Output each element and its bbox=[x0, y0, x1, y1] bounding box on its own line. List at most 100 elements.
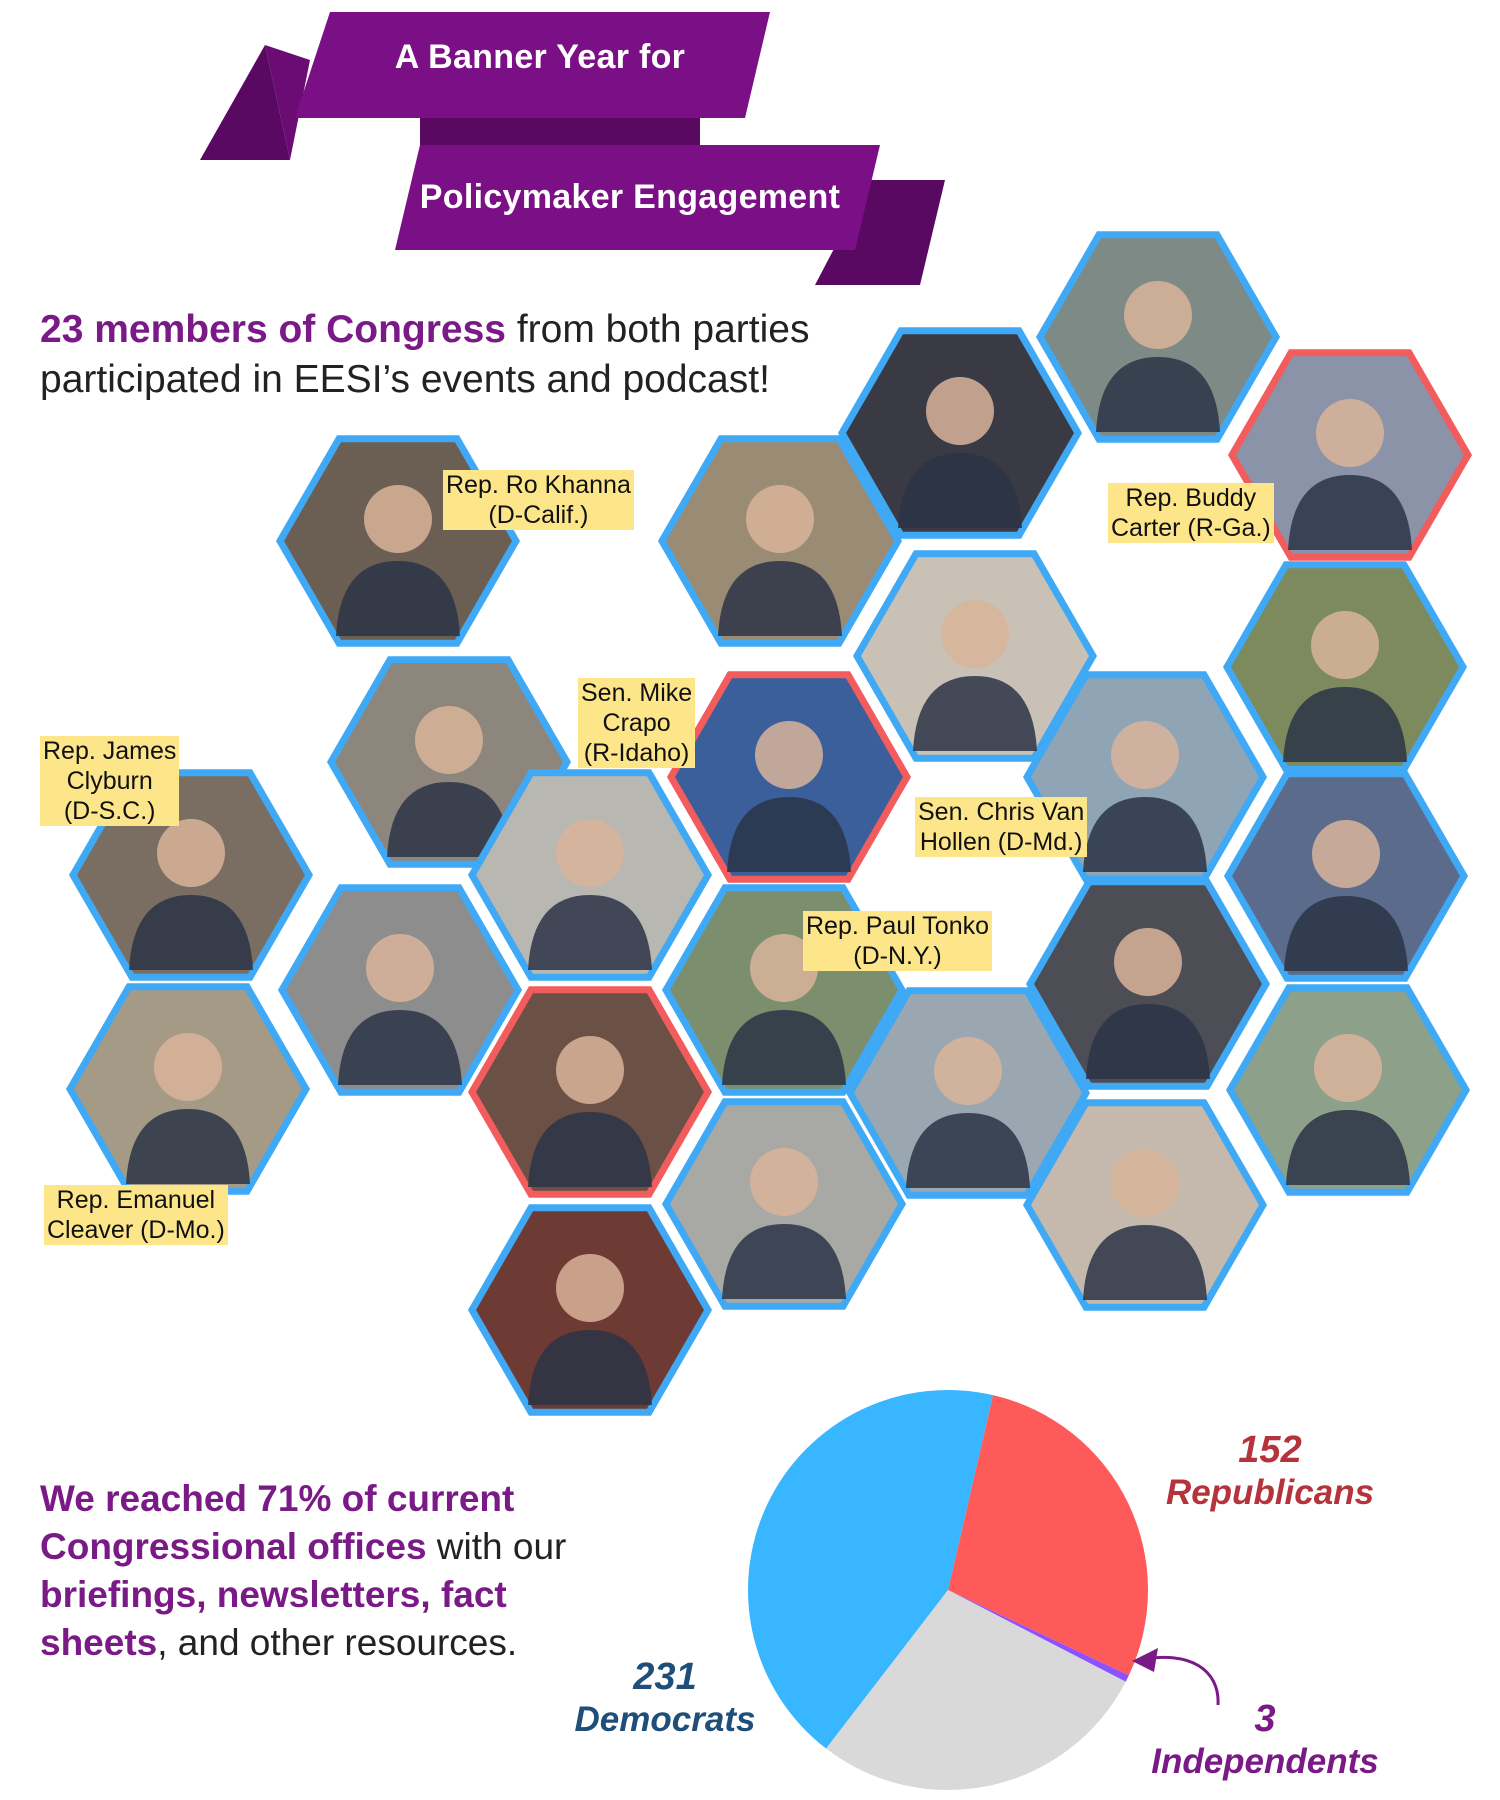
member-hexagon bbox=[661, 1098, 907, 1310]
intro-text: 23 members of Congress from both parties… bbox=[40, 305, 900, 405]
banner-line-1: A Banner Year for bbox=[394, 38, 686, 76]
label-line: (D-S.C.) bbox=[63, 797, 156, 825]
pie-slice-independents bbox=[948, 1590, 1129, 1682]
label-line: Rep. Paul Tonko bbox=[806, 912, 989, 940]
portrait-head-icon bbox=[556, 1036, 624, 1104]
label-chris-van-hollen: Sen. Chris Van Hollen (D-Md.) bbox=[915, 797, 1088, 857]
portrait-body-icon bbox=[1288, 475, 1412, 550]
portrait-head-icon bbox=[1114, 928, 1182, 996]
reach-resources: briefings, newsletters, fact sheets bbox=[40, 1574, 507, 1663]
portrait-head-icon bbox=[1311, 611, 1379, 679]
portrait-head-icon bbox=[746, 485, 814, 553]
banner: A Banner Year for Policymaker Engagement bbox=[0, 0, 1500, 300]
independents-arrowhead-icon bbox=[1132, 1648, 1158, 1672]
portrait-head-icon bbox=[1111, 1149, 1179, 1217]
label-james-clyburn: Rep. James Clyburn (D-S.C.) bbox=[40, 736, 180, 826]
member-honeycomb bbox=[65, 231, 1473, 1416]
portrait-body-icon bbox=[528, 895, 652, 970]
intro-highlight: 23 members of Congress bbox=[40, 308, 507, 351]
banner-line-2: Policymaker Engagement bbox=[419, 178, 841, 216]
label-ro-khanna: Rep. Ro Khanna (D-Calif.) bbox=[443, 470, 634, 530]
portrait-head-icon bbox=[926, 377, 994, 445]
pie-label-independents: 3 Independents bbox=[1125, 1697, 1405, 1783]
portrait-head-icon bbox=[556, 1254, 624, 1322]
independents-count: 3 bbox=[1254, 1698, 1276, 1740]
banner-ribbon bbox=[200, 12, 945, 285]
republicans-name: Republicans bbox=[1165, 1473, 1375, 1512]
intro-rest: from both parties participated in EESI’s… bbox=[40, 308, 810, 401]
portrait-head-icon bbox=[750, 1148, 818, 1216]
label-line: Clyburn bbox=[66, 767, 153, 795]
label-line: Cleaver (D-Mo.) bbox=[47, 1216, 225, 1244]
reach-text: We reached 71% of current Congressional … bbox=[40, 1475, 600, 1667]
label-line: Hollen (D-Md.) bbox=[919, 828, 1083, 856]
pie-label-republicans: 152 Republicans bbox=[1130, 1428, 1410, 1514]
portrait-head-icon bbox=[157, 819, 225, 887]
pie-slice-democrats bbox=[748, 1389, 993, 1749]
label-emanuel-cleaver: Rep. Emanuel Cleaver (D-Mo.) bbox=[44, 1185, 228, 1245]
member-hexagon bbox=[1022, 1099, 1268, 1311]
portrait-head-icon bbox=[366, 934, 434, 1002]
label-line: (D-N.Y.) bbox=[853, 942, 942, 970]
portrait-head-icon bbox=[556, 819, 624, 887]
portrait-head-icon bbox=[415, 706, 483, 774]
portrait-body-icon bbox=[129, 895, 253, 970]
portrait-head-icon bbox=[934, 1037, 1002, 1105]
member-hexagon bbox=[1222, 561, 1468, 773]
member-hexagon bbox=[1223, 770, 1469, 982]
portrait-body-icon bbox=[387, 782, 511, 857]
member-hexagon bbox=[65, 983, 311, 1195]
independents-name: Independents bbox=[1151, 1742, 1379, 1781]
portrait-body-icon bbox=[1086, 1004, 1210, 1079]
member-hexagon bbox=[467, 769, 713, 981]
portrait-body-icon bbox=[727, 797, 851, 872]
member-hexagon bbox=[1227, 349, 1473, 561]
portrait-head-icon bbox=[1314, 1034, 1382, 1102]
republicans-count: 152 bbox=[1238, 1429, 1302, 1471]
portrait-body-icon bbox=[1096, 357, 1220, 432]
member-hexagon bbox=[852, 550, 1098, 762]
label-line: Sen. Mike bbox=[581, 679, 693, 707]
member-hexagon bbox=[666, 671, 912, 883]
label-line: Carter (R-Ga.) bbox=[1111, 514, 1271, 542]
reach-middle: with our bbox=[426, 1526, 567, 1567]
reach-end: , and other resources. bbox=[157, 1622, 518, 1663]
pie-slice-republicans bbox=[948, 1395, 1149, 1676]
portrait-body-icon bbox=[528, 1330, 652, 1405]
portrait-head-icon bbox=[750, 934, 818, 1002]
label-line: (R-Idaho) bbox=[583, 739, 690, 767]
portrait-head-icon bbox=[941, 600, 1009, 668]
reach-highlight: We reached 71% of current Congressional … bbox=[40, 1478, 515, 1567]
portrait-head-icon bbox=[1316, 399, 1384, 467]
label-line: Rep. James bbox=[43, 737, 177, 765]
member-hexagon bbox=[1035, 231, 1281, 443]
member-hexagon bbox=[845, 987, 1091, 1199]
portrait-body-icon bbox=[718, 561, 842, 636]
portrait-body-icon bbox=[1286, 1110, 1410, 1185]
pie-label-democrats: 231 Democrats bbox=[545, 1655, 785, 1741]
member-hexagon bbox=[657, 435, 903, 647]
portrait-body-icon bbox=[722, 1010, 846, 1085]
portrait-body-icon bbox=[338, 1010, 462, 1085]
portrait-body-icon bbox=[1083, 1225, 1207, 1300]
portrait-body-icon bbox=[528, 1112, 652, 1187]
portrait-body-icon bbox=[898, 453, 1022, 528]
portrait-body-icon bbox=[336, 561, 460, 636]
portrait-body-icon bbox=[126, 1109, 250, 1184]
portrait-head-icon bbox=[1312, 820, 1380, 888]
member-hexagon bbox=[467, 986, 713, 1198]
label-buddy-carter: Rep. Buddy Carter (R-Ga.) bbox=[1108, 483, 1274, 543]
member-hexagon bbox=[275, 435, 521, 647]
portrait-body-icon bbox=[913, 676, 1037, 751]
pie-slice-other bbox=[826, 1590, 1126, 1791]
portrait-body-icon bbox=[722, 1224, 846, 1299]
portrait-body-icon bbox=[1284, 896, 1408, 971]
portrait-body-icon bbox=[1283, 687, 1407, 762]
portrait-body-icon bbox=[906, 1113, 1030, 1188]
label-mike-crapo: Sen. Mike Crapo (R-Idaho) bbox=[578, 678, 696, 768]
portrait-head-icon bbox=[1111, 721, 1179, 789]
democrats-count: 231 bbox=[633, 1656, 697, 1698]
portrait-head-icon bbox=[1124, 281, 1192, 349]
